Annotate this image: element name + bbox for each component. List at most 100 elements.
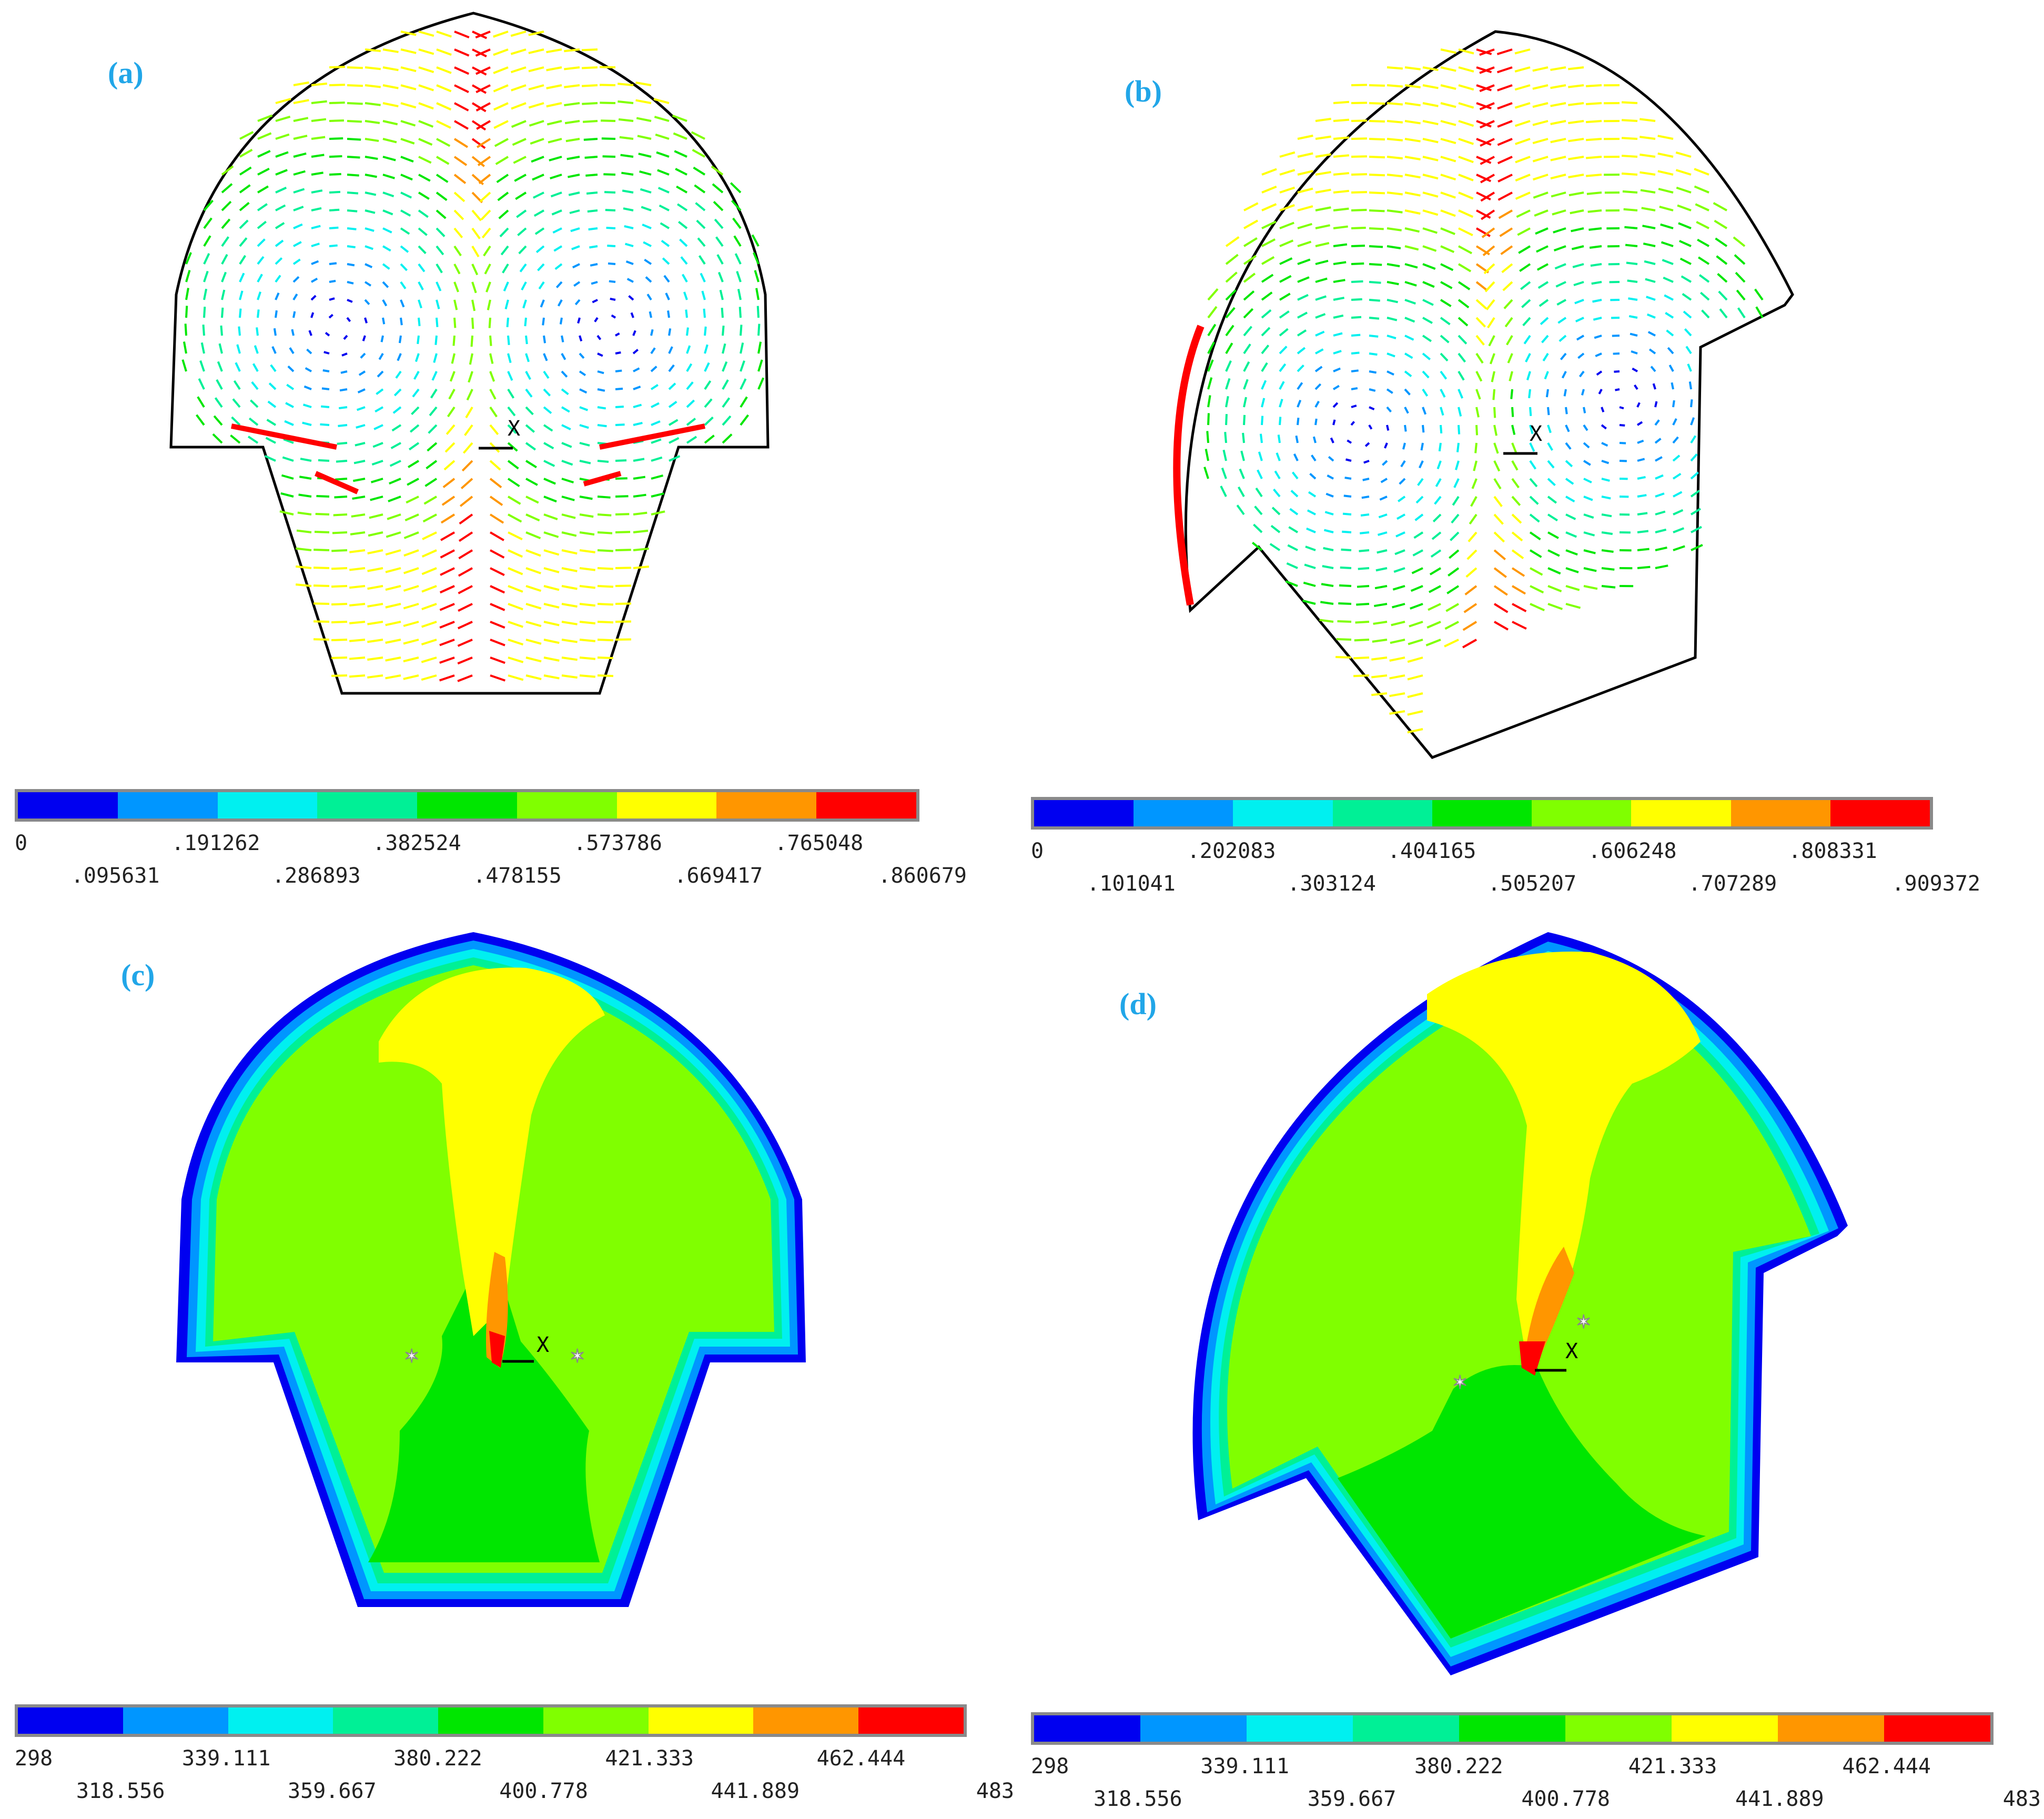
velocity-vector xyxy=(511,102,527,110)
velocity-vector xyxy=(390,442,401,449)
velocity-vector xyxy=(431,371,438,381)
velocity-vector xyxy=(1291,471,1299,480)
velocity-vector xyxy=(597,460,609,463)
velocity-vector xyxy=(1458,389,1464,399)
velocity-vector xyxy=(490,549,505,559)
velocity-vector xyxy=(1332,402,1339,408)
velocity-vector xyxy=(1297,276,1310,283)
velocity-vector xyxy=(329,297,335,301)
velocity-vector xyxy=(1297,152,1313,158)
velocity-vector xyxy=(1387,317,1398,321)
velocity-vector xyxy=(1666,329,1674,337)
velocity-vector xyxy=(577,317,581,324)
velocity-vector xyxy=(1297,294,1309,301)
velocity-vector xyxy=(349,549,366,553)
velocity-vector xyxy=(1363,460,1370,464)
velocity-vector xyxy=(1369,245,1383,248)
velocity-vector xyxy=(561,585,578,590)
velocity-vector xyxy=(1628,315,1638,319)
velocity-vector xyxy=(1547,407,1550,416)
panel-a-label: (a) xyxy=(108,56,144,90)
velocity-vector xyxy=(1521,299,1531,308)
panel-a-axis-x: X xyxy=(508,417,520,441)
velocity-vector xyxy=(1387,84,1403,88)
velocity-vector xyxy=(1694,168,1709,176)
velocity-vector xyxy=(1641,207,1656,211)
velocity-vector xyxy=(417,335,420,345)
velocity-vector xyxy=(453,174,467,184)
legend_c-lower-tick: 318.556 xyxy=(76,1779,165,1803)
velocity-vector xyxy=(1657,152,1674,158)
velocity-vector xyxy=(1315,242,1330,247)
velocity-vector xyxy=(1572,263,1584,268)
velocity-vector xyxy=(1550,174,1566,180)
velocity-vector xyxy=(447,406,456,418)
velocity-vector xyxy=(414,353,420,362)
velocity-vector xyxy=(199,360,205,372)
velocity-vector xyxy=(1475,371,1483,382)
velocity-vector xyxy=(1440,138,1456,145)
velocity-vector xyxy=(511,84,527,92)
velocity-vector xyxy=(466,389,473,401)
velocity-vector xyxy=(1273,488,1281,498)
velocity-vector xyxy=(296,529,312,533)
legend_b-upper-tick: .404165 xyxy=(1387,839,1476,863)
velocity-vector xyxy=(409,424,420,433)
legend_c-upper-tick: 380.222 xyxy=(393,1746,482,1771)
velocity-vector xyxy=(1585,102,1602,106)
legend_b-lower-tick: .303124 xyxy=(1287,872,1376,896)
velocity-vector xyxy=(592,299,598,304)
velocity-vector xyxy=(597,388,605,392)
velocity-vector xyxy=(382,102,399,108)
velocity-vector xyxy=(1203,467,1209,479)
velocity-vector xyxy=(1315,188,1331,194)
velocity-vector xyxy=(1400,460,1406,468)
velocity-vector xyxy=(1359,549,1370,552)
velocity-vector xyxy=(203,235,211,247)
velocity-vector xyxy=(489,478,502,489)
velocity-vector xyxy=(549,156,562,161)
velocity-vector xyxy=(633,547,649,551)
velocity-vector xyxy=(1351,173,1367,176)
velocity-vector xyxy=(313,638,330,641)
velocity-vector xyxy=(1678,240,1692,247)
velocity-vector xyxy=(365,209,376,214)
velocity-vector xyxy=(400,191,412,199)
velocity-vector xyxy=(1519,263,1531,272)
velocity-vector xyxy=(1523,335,1531,345)
velocity-vector xyxy=(356,406,366,411)
velocity-vector xyxy=(1369,227,1384,230)
velocity-vector xyxy=(579,513,594,518)
velocity-vector xyxy=(1475,425,1479,436)
velocity-vector xyxy=(279,510,294,516)
velocity-vector xyxy=(1655,528,1667,533)
velocity-vector xyxy=(1351,119,1367,122)
velocity-vector xyxy=(1491,371,1495,382)
velocity-vector xyxy=(1404,209,1421,215)
velocity-vector xyxy=(632,349,639,355)
velocity-vector xyxy=(302,403,312,408)
velocity-vector xyxy=(1476,174,1492,183)
velocity-vector xyxy=(248,417,259,426)
velocity-vector xyxy=(436,138,451,147)
velocity-vector xyxy=(572,263,580,269)
velocity-vector xyxy=(457,656,473,665)
velocity-vector xyxy=(408,460,420,468)
velocity-vector xyxy=(694,184,706,194)
velocity-vector xyxy=(1685,346,1692,355)
velocity-vector xyxy=(542,317,545,326)
velocity-vector xyxy=(1675,151,1692,158)
velocity-vector xyxy=(329,190,341,194)
velocity-vector xyxy=(1475,299,1488,310)
velocity-vector xyxy=(1569,191,1584,197)
velocity-vector xyxy=(1225,360,1232,372)
velocity-vector xyxy=(719,289,724,300)
velocity-vector xyxy=(418,281,424,290)
velocity-vector xyxy=(1588,227,1602,231)
velocity-vector xyxy=(1586,174,1602,177)
velocity-vector xyxy=(1515,156,1531,164)
velocity-vector xyxy=(367,639,383,643)
velocity-vector xyxy=(418,299,422,309)
velocity-vector xyxy=(252,363,259,372)
velocity-vector xyxy=(385,567,401,573)
